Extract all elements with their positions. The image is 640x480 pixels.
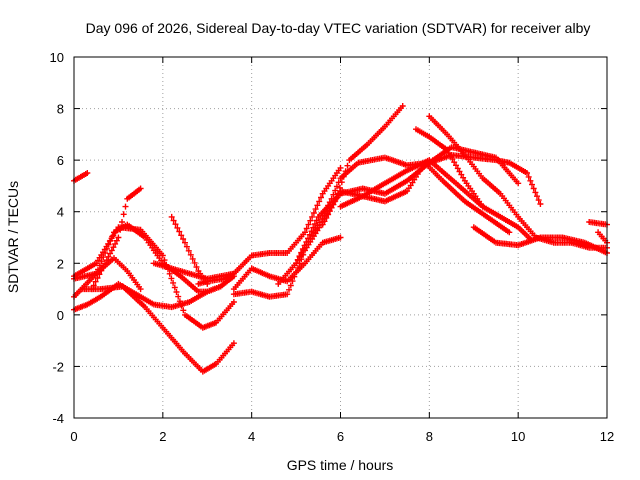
y-tick-label: 0 [57,308,64,323]
data-point-markers [88,185,144,293]
y-tick-label: 6 [57,153,64,168]
x-tick-label: 4 [248,429,255,444]
y-tick-label: 10 [50,50,64,65]
series-track-16 [337,157,535,244]
y-tick-label: 8 [57,102,64,117]
axis-ticks: 0 2 4 6 8 10 12 -4 -2 0 2 4 6 8 10 [50,50,615,444]
chart-title: Day 096 of 2026, Sidereal Day-to-day VTE… [86,20,591,36]
data-point-markers [595,229,610,246]
data-point-markers [195,164,344,287]
y-tick-label: 2 [57,256,64,271]
data-point-markers [586,219,610,228]
y-tick-label: -4 [52,411,64,426]
x-tick-label: 6 [337,429,344,444]
data-point-markers [470,224,610,256]
data-series [71,103,610,375]
data-point-markers [337,157,535,244]
data-point-markers [79,283,237,375]
data-point-markers [413,126,486,210]
series-track-10 [195,164,344,287]
series-track-19 [470,224,610,256]
series-track-21 [595,229,610,246]
data-point-markers [426,113,610,251]
y-tick-label: -2 [52,359,64,374]
x-tick-label: 10 [511,429,525,444]
series-track-5 [88,185,144,293]
series-track-9 [168,213,211,287]
data-point-markers [168,213,211,287]
x-tick-label: 12 [600,429,614,444]
series-track-18 [426,113,610,251]
y-tick-label: 4 [57,205,64,220]
x-tick-label: 2 [159,429,166,444]
x-axis-label: GPS time / hours [287,457,394,473]
y-axis-label: SDTVAR / TECUs [5,181,21,293]
x-tick-label: 0 [70,429,77,444]
series-track-7 [79,283,237,375]
series-track-17 [413,126,486,210]
series-track-20 [586,219,610,228]
x-tick-label: 8 [426,429,433,444]
